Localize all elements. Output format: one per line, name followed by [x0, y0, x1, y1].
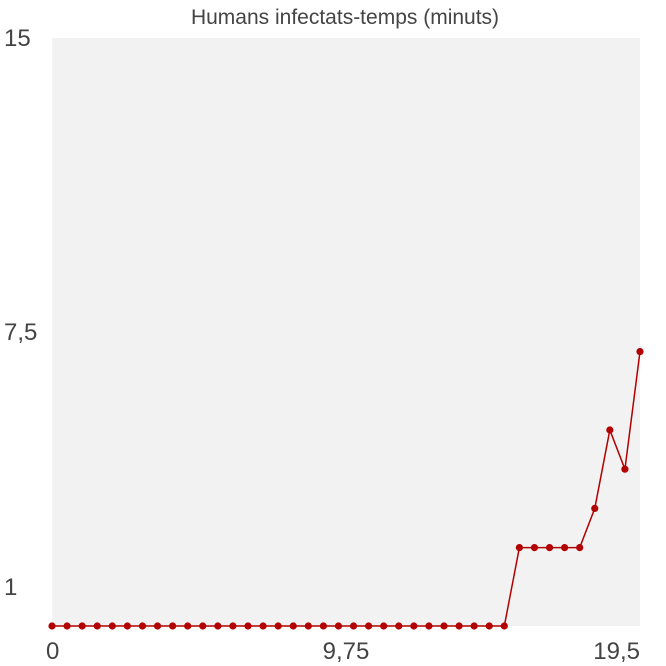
data-point: [78, 622, 86, 630]
y-axis-ticks: 1 7,5 15: [4, 25, 37, 601]
data-point: [199, 622, 207, 630]
series-line: [52, 351, 641, 627]
x-tick-label: 0: [46, 638, 59, 665]
data-point: [621, 465, 629, 473]
data-point: [591, 504, 599, 512]
y-tick-label: 15: [4, 25, 31, 52]
data-point: [576, 544, 584, 552]
data-point: [500, 622, 508, 630]
data-point: [561, 544, 569, 552]
data-point: [138, 622, 147, 630]
data-point: [48, 622, 56, 630]
data-point: [319, 622, 327, 630]
data-point: [244, 622, 252, 630]
data-point: [153, 622, 162, 630]
plot-area: [52, 38, 640, 626]
x-axis-ticks: 0 9,75 19,5: [46, 638, 640, 665]
data-point: [410, 622, 418, 630]
data-point: [214, 622, 222, 630]
data-point: [169, 622, 177, 630]
data-point: [63, 622, 71, 630]
x-tick-label: 19,5: [593, 638, 640, 665]
data-point: [304, 622, 312, 630]
data-point: [545, 544, 554, 552]
data-point: [184, 622, 192, 630]
data-point: [93, 622, 101, 630]
data-point: [440, 622, 448, 630]
y-tick-label: 7,5: [4, 319, 37, 346]
data-point: [530, 544, 539, 552]
data-point: [229, 622, 237, 630]
data-point: [334, 622, 343, 630]
data-point: [470, 622, 478, 630]
data-point: [395, 622, 403, 630]
chart-title: Humans infectats-temps (minuts): [191, 6, 499, 29]
y-tick-label: 1: [4, 574, 17, 601]
data-point: [259, 622, 267, 630]
data-point: [606, 426, 614, 434]
data-point: [289, 622, 297, 630]
data-point: [274, 622, 282, 630]
data-point: [349, 622, 358, 630]
data-point: [108, 622, 116, 630]
data-point: [455, 622, 463, 630]
data-point: [123, 622, 131, 630]
data-point: [425, 622, 433, 630]
data-point: [380, 622, 388, 630]
data-point: [515, 544, 523, 552]
data-point: [636, 348, 644, 356]
data-point: [365, 622, 373, 630]
x-tick-label: 9,75: [323, 638, 370, 665]
data-point: [485, 622, 493, 630]
series-layer: [48, 348, 644, 630]
